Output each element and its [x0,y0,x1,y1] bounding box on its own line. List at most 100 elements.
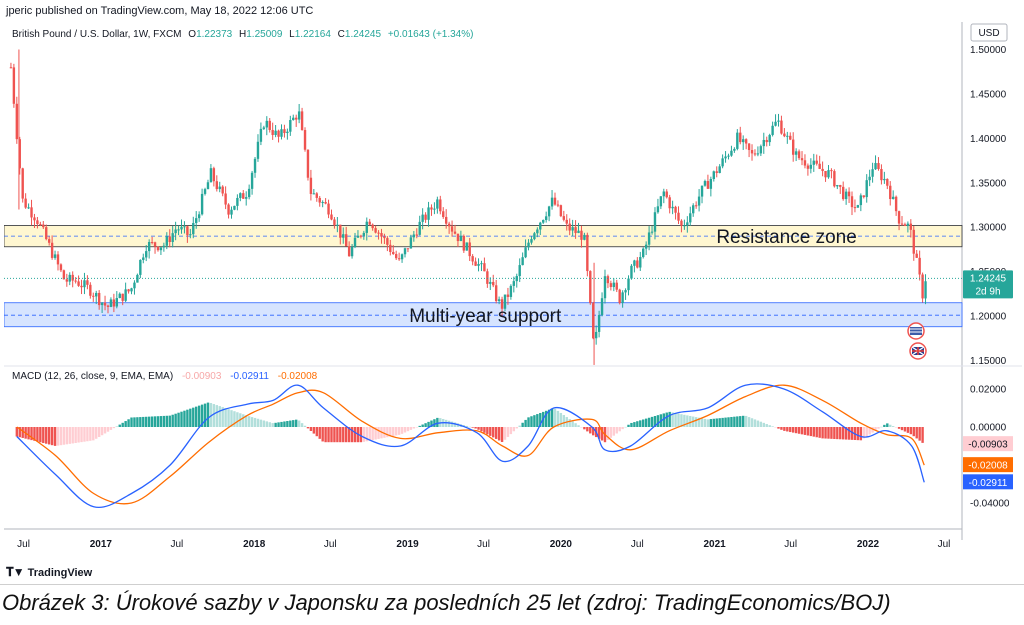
macd-histogram-bar [283,421,286,427]
candle-body [477,263,480,266]
candle-body [603,276,607,299]
candle-body [580,230,583,240]
candle-body [489,281,492,284]
candle-body [627,278,630,291]
macd-histogram-bar [147,416,151,427]
candle-body [841,186,845,200]
macd-histogram-bar [171,414,174,427]
candle-body [89,284,92,296]
chart-frame[interactable]: Resistance zone Multi-year support Briti… [4,22,1022,560]
macd-histogram-bar [480,427,483,432]
candle-body [492,281,495,286]
macd-histogram-bar [568,419,571,427]
candle-body [583,234,586,240]
candle-body [380,233,383,237]
candle-body [665,191,668,198]
macd-histogram-bar [665,412,668,427]
candle-body [471,256,474,262]
time-scale[interactable]: Jul 2017 Jul 2018 Jul 2019 Jul 2020 Jul 2021 Jul 20… [17,539,950,550]
macd-histogram-bar [200,404,204,427]
macd-histogram-bar [397,427,401,435]
candle-body [362,232,366,236]
macd-histogram-bar [630,422,633,427]
macd-histogram-bar [812,427,815,437]
last-price-value: 1.24245 [970,273,1007,284]
candle-body [433,208,436,210]
candle-body [197,214,201,219]
macd-histogram-bar [136,417,139,427]
macd-histogram-bar [700,418,704,427]
macd-histogram-bar [45,427,48,444]
macd-histogram-bar [280,421,283,427]
candle-body [462,235,466,251]
candle-body [33,217,36,221]
macd-histogram-bar [277,422,280,427]
macd-line [16,383,925,509]
macd-histogram-bar [127,419,130,427]
macd-tick-label: 0.00000 [970,423,1007,434]
price-legend: British Pound / U.S. Dollar, 1W, FXCM O1… [12,29,473,40]
candles-layer [9,49,927,365]
chart-svg[interactable]: Resistance zone Multi-year support Briti… [4,22,1022,560]
candle-body [195,218,198,224]
candle-body [692,205,695,214]
candle-body [862,195,865,198]
macd-histogram-bar [80,427,83,443]
plot-area[interactable] [4,22,962,529]
price-scale[interactable]: 1.500001.450001.400001.350001.300001.250… [970,45,1007,367]
candle-body [486,271,489,284]
candle-body [62,270,66,280]
macd-badges: -0.00903 -0.02008 -0.02911 [963,436,1013,490]
macd-histogram-bar [74,427,77,443]
candle-body [530,239,533,243]
candle-body [759,146,763,154]
macd-histogram-bar [245,415,248,427]
candle-body [636,260,639,268]
candle-body [539,222,542,230]
candle-body [436,199,439,209]
macd-histogram-bar [762,422,765,427]
macd-tick-label: -0.04000 [970,499,1010,510]
macd-histogram-bar [77,427,80,443]
macd-histogram-bar [145,416,148,427]
macd-histogram-bar [550,408,554,427]
macd-histogram-bar [856,427,860,441]
candle-body [889,185,892,200]
candle-body [153,242,157,247]
candle-body [292,117,295,121]
candle-body [421,214,424,222]
macd-histogram-bar [697,417,701,427]
uk-flag-event-icon[interactable] [909,342,927,360]
tradingview-logo[interactable]: 𝐓▼ TradingView [6,565,92,580]
candle-body [700,185,704,197]
time-tick-label: Jul [938,539,951,550]
macd-histogram-bar [268,422,271,427]
candle-body [92,295,95,297]
us-flag-event-icon[interactable] [907,322,925,340]
macd-histogram-bar [427,421,430,427]
macd-histogram-bar [294,419,298,427]
candle-body [536,229,539,234]
candle-body [818,163,821,169]
macd-histogram-bar [777,427,780,429]
candle-body [524,247,527,258]
candle-body [747,143,751,151]
candle-body [450,226,454,232]
macd-histogram-bar [841,427,845,440]
candle-body [242,193,245,199]
macd-histogram-bar [86,427,89,442]
macd-histogram-bar [265,421,268,427]
macd-histogram-bar [806,427,810,436]
macd-histogram-bar [768,425,771,427]
macd-histogram-bar [689,415,692,427]
currency-button[interactable] [970,23,1008,42]
macd-histogram-bar [321,427,324,442]
macd-histogram-bar [189,408,192,427]
candle-body [921,274,924,299]
candle-body [239,193,242,198]
macd-histogram-bar [183,410,186,427]
macd-histogram-bar [642,419,645,427]
candle-body [409,237,413,249]
figure-caption: Obrázek 3: Úrokové sazby v Japonsku za p… [2,590,891,615]
macd-histogram-bar [544,410,548,427]
